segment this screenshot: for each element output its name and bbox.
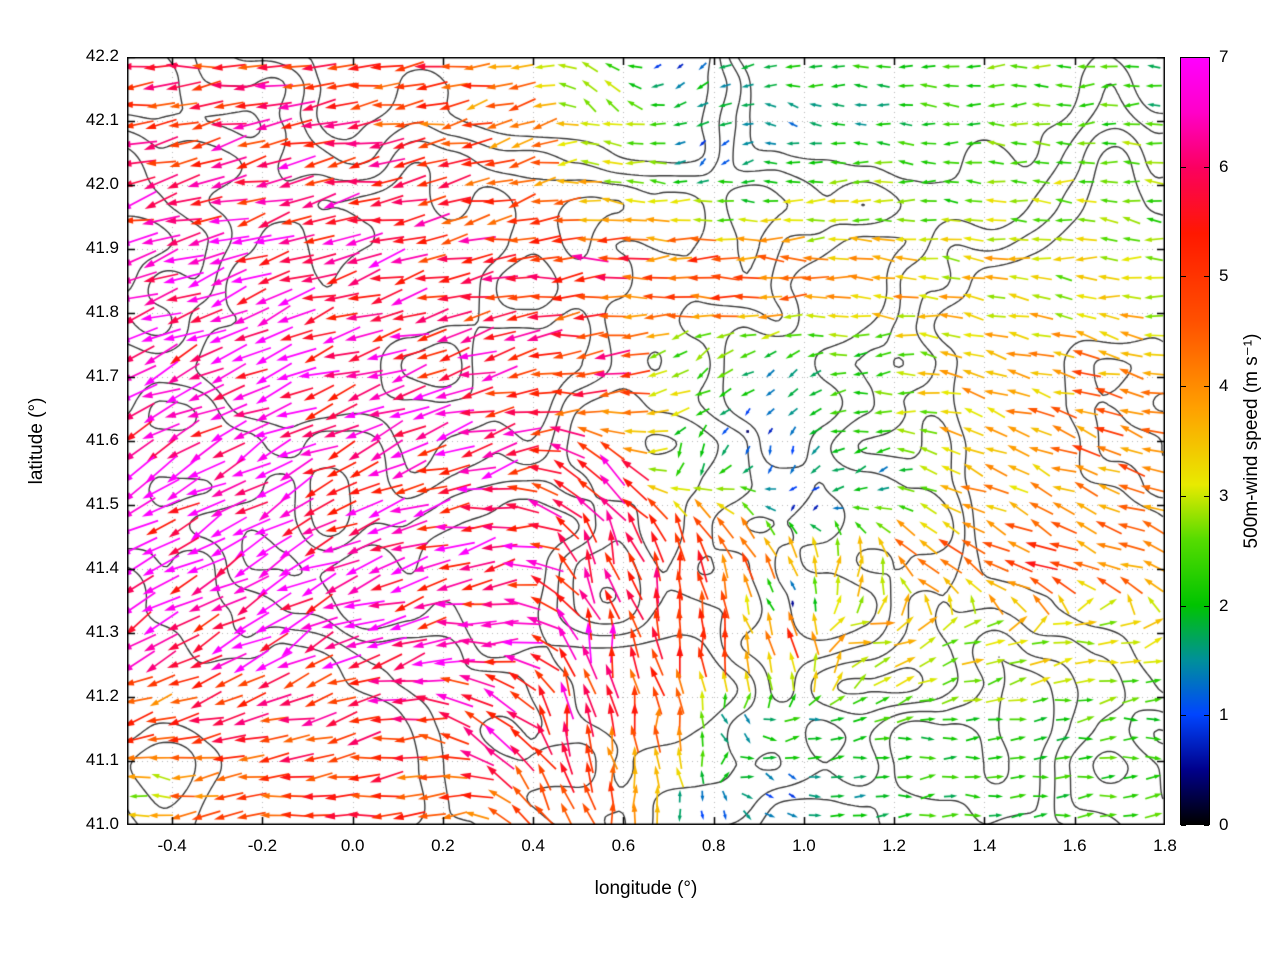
colorbar-tick-label: 0 xyxy=(1219,815,1229,834)
colorbar-tick-mark xyxy=(1204,825,1209,826)
y-tick-label: 42.1 xyxy=(85,110,119,129)
colorbar-tick-label: 1 xyxy=(1219,705,1229,725)
x-tick-label: 1.4 xyxy=(972,836,997,855)
y-tick-label: 41.0 xyxy=(85,814,119,833)
colorbar-tick-label: 6 xyxy=(1219,156,1229,176)
y-tick-label: 41.4 xyxy=(85,558,119,577)
y-tick-label: 41.1 xyxy=(85,750,119,769)
x-tick-label: 1.2 xyxy=(882,836,907,855)
colorbar-tick-label: 7 xyxy=(1219,47,1229,66)
y-tick-label: 41.5 xyxy=(85,494,119,513)
x-axis-title: longitude (°) xyxy=(594,878,698,899)
wind-vector-plot-canvas xyxy=(127,57,1165,825)
x-tick-label: 1.8 xyxy=(1153,836,1177,855)
x-tick-label: 0.4 xyxy=(521,836,545,855)
colorbar-tick-mark xyxy=(1181,825,1186,826)
colorbar-tick-label: 2 xyxy=(1219,595,1229,615)
x-tick-label: 0.0 xyxy=(340,836,365,855)
y-tick-label: 41.7 xyxy=(85,366,119,385)
x-tick-label: -0.2 xyxy=(247,836,278,855)
y-tick-label: 42.2 xyxy=(85,46,119,65)
x-tick-label: 0.6 xyxy=(611,836,636,855)
y-tick-label: 41.8 xyxy=(85,302,119,321)
y-tick-label: 41.2 xyxy=(85,686,119,705)
x-tick-label: 0.8 xyxy=(701,836,726,855)
colorbar xyxy=(1180,57,1210,825)
y-axis-title: latitude (°) xyxy=(26,397,47,485)
x-tick-label: 1.0 xyxy=(792,836,816,855)
y-tick-label: 42.0 xyxy=(85,174,119,193)
x-tick-label: 1.6 xyxy=(1062,836,1087,855)
colorbar-tick-label: 5 xyxy=(1219,266,1229,286)
y-tick-label: 41.3 xyxy=(85,622,119,641)
y-tick-label: 41.9 xyxy=(85,238,119,257)
x-tick-label: 0.2 xyxy=(431,836,455,855)
y-tick-label: 41.6 xyxy=(85,430,119,449)
x-tick-label: -0.4 xyxy=(157,836,187,855)
colorbar-title: 500m-wind speed (m s⁻¹) xyxy=(1241,333,1262,549)
